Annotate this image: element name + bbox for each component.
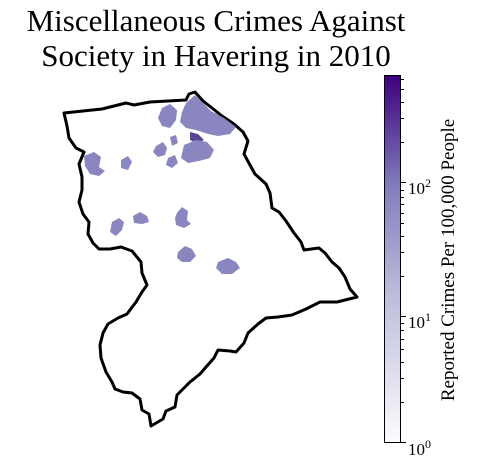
colorbar-tick-minor [401, 349, 404, 350]
colorbar-tick-minor [401, 378, 404, 379]
colorbar-tick-minor [401, 213, 404, 214]
crime-area-central [175, 207, 191, 228]
title-line-1: Miscellaneous Crimes Against [26, 3, 406, 38]
colorbar-label: Reported Crimes Per 100,000 People [438, 118, 459, 402]
title-line-2: Society in Havering in 2010 [41, 38, 391, 73]
colorbar-tick-minor [401, 142, 404, 143]
crime-area-north-dark [190, 132, 204, 143]
borough-boundary [62, 90, 359, 428]
crime-area-small-2 [170, 135, 178, 146]
colorbar-tick-major [401, 182, 406, 183]
crime-area-west-small [121, 156, 132, 170]
crime-area-mid-west-2 [133, 212, 149, 224]
colorbar-tick-label-1: 100 [408, 437, 431, 459]
colorbar-tick-minor [401, 236, 404, 237]
crime-area-mid-west [110, 218, 124, 236]
colorbar-tick-minor [401, 190, 404, 191]
colorbar-tick-minor [401, 252, 404, 253]
colorbar-tick-minor [401, 118, 404, 119]
crime-area-south-east [216, 258, 240, 274]
colorbar-tick-minor [401, 276, 404, 277]
map-title: Miscellaneous Crimes Against Society in … [0, 3, 432, 73]
colorbar-tick-label-100: 102 [408, 176, 431, 198]
colorbar-tick-label-10: 101 [408, 310, 431, 332]
colorbar-tick-major [401, 442, 406, 443]
colorbar-tick-minor [401, 223, 404, 224]
crime-area-small-1 [153, 142, 167, 157]
crime-area-north-west [158, 104, 177, 128]
havering-map [62, 90, 359, 428]
colorbar-tick-major [401, 316, 406, 317]
colorbar-tick-minor [401, 362, 404, 363]
colorbar [384, 75, 406, 443]
crime-area-west [84, 152, 105, 176]
crime-area-small-3 [166, 155, 178, 168]
colorbar-tick-minor [401, 402, 404, 403]
colorbar-tick-minor [401, 102, 404, 103]
colorbar-tick-minor [401, 323, 404, 324]
crime-area-south-central [177, 246, 196, 262]
colorbar-gradient [384, 75, 401, 443]
colorbar-tick-minor [401, 330, 404, 331]
colorbar-tick-minor [401, 79, 404, 80]
colorbar-tick-minor [401, 339, 404, 340]
colorbar-tick-minor [401, 204, 404, 205]
crime-area-north [180, 95, 236, 136]
colorbar-tick-minor [401, 197, 404, 198]
crime-area-central-north [181, 140, 214, 163]
colorbar-tick-minor [401, 89, 404, 90]
